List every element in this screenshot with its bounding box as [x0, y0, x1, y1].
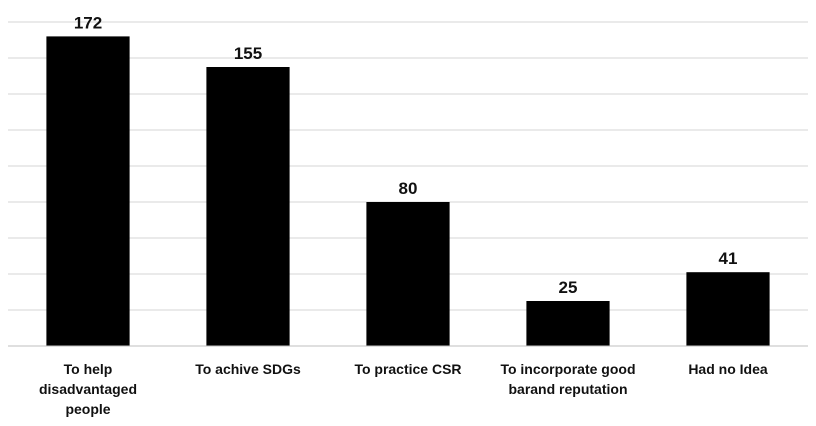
- category-label: To incorporate good barand reputation: [500, 361, 635, 397]
- category-label-line: barand reputation: [508, 381, 627, 397]
- data-label: 80: [399, 179, 418, 198]
- bar: [46, 36, 130, 347]
- bars: [46, 36, 770, 347]
- bar: [206, 67, 290, 346]
- bar: [526, 301, 610, 346]
- gridlines: [8, 21, 808, 311]
- category-label: To practice CSR: [354, 361, 461, 377]
- category-label-line: To help: [64, 361, 113, 377]
- data-label: 172: [74, 13, 102, 32]
- bar: [366, 202, 450, 346]
- category-label-line: Had no Idea: [688, 361, 768, 377]
- category-label: To achive SDGs: [195, 361, 301, 377]
- data-labels: 172 155 80 25 41: [74, 13, 738, 297]
- category-label-line: disadvantaged: [39, 381, 137, 397]
- category-label-line: To incorporate good: [500, 361, 635, 377]
- category-labels: To help disadvantaged people To achive SDGs…: [39, 361, 768, 417]
- data-label: 155: [234, 44, 262, 63]
- category-label-line: people: [65, 401, 110, 417]
- category-label-line: To practice CSR: [354, 361, 461, 377]
- category-label-line: To achive SDGs: [195, 361, 301, 377]
- data-label: 25: [559, 278, 578, 297]
- category-label: To help disadvantaged people: [39, 361, 137, 417]
- bar: [686, 272, 770, 346]
- category-label: Had no Idea: [688, 361, 768, 377]
- data-label: 41: [719, 249, 738, 268]
